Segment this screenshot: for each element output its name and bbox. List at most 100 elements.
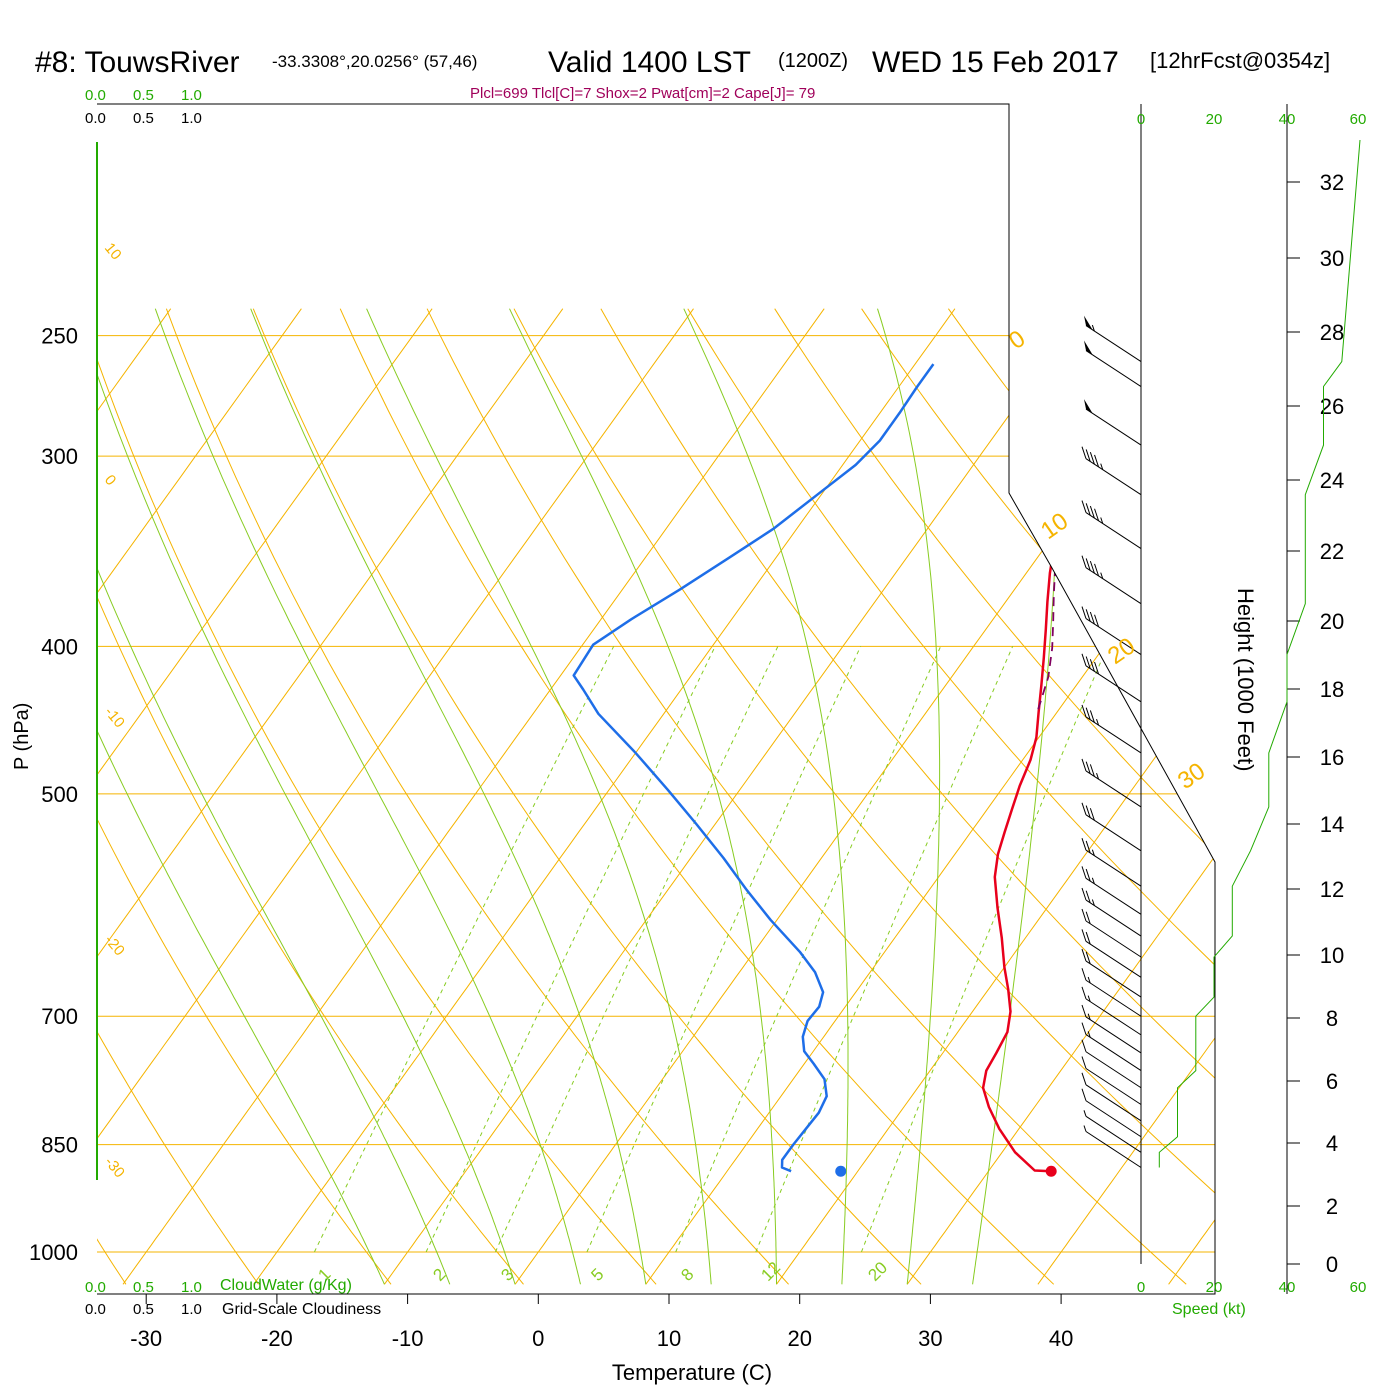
wind-barb-20 (1081, 606, 1142, 655)
x-tick-label-20: 20 (787, 1326, 811, 1351)
barb-feather (1081, 908, 1087, 922)
barb-half-feather (1091, 849, 1095, 856)
moist-adiabat-5 (154, 308, 581, 1285)
speed-tick-top-2: 40 (1279, 111, 1296, 128)
wind-barbs (1081, 315, 1142, 1168)
barb-staff (1085, 1100, 1142, 1138)
wind-barb-6 (1081, 1022, 1142, 1072)
cloudiness-title: Grid-Scale Cloudiness (222, 1301, 381, 1318)
dry-adiabat-300 (252, 308, 922, 1285)
moist-adiabat-25 (683, 308, 849, 1285)
barb-feather (1085, 805, 1091, 818)
height-tick-label-32: 32 (1320, 170, 1344, 195)
mix-label-20: 20 (864, 1258, 891, 1285)
wind-barb-7 (1081, 1004, 1142, 1054)
barb-feather (1081, 887, 1087, 901)
barb-pennant (1084, 399, 1093, 414)
barb-staff (1085, 920, 1142, 958)
wind-barb-12 (1081, 908, 1142, 958)
barb-staff (1085, 1084, 1142, 1122)
x-tick-label-40: 40 (1049, 1326, 1073, 1351)
dry-adiabat-360 (774, 308, 1215, 855)
barb-staff (1085, 899, 1142, 937)
barb-staff (1085, 458, 1142, 496)
barb-half-feather (1091, 877, 1095, 884)
dry-adiabat-250 (97, 1030, 259, 1285)
moist-adiabat--5 (97, 566, 451, 1285)
barb-feather (1094, 563, 1100, 577)
barb-staff (1085, 716, 1142, 754)
x-tick-label-30: 30 (918, 1326, 942, 1351)
speed-tick-bottom-0: 0 (1137, 1279, 1145, 1296)
barb-staff (1085, 567, 1142, 605)
indices-text: Plcl=699 Tlcl[C]=7 Shox=2 Pwat[cm]=2 Cap… (470, 85, 815, 102)
wind-barb-3 (1081, 1072, 1142, 1122)
cloudwater-bottom-0: 0.0 (85, 1279, 106, 1296)
barb-feather (1081, 606, 1087, 619)
isotherm-30 (906, 855, 1215, 1285)
height-tick-label-2: 2 (1326, 1194, 1338, 1219)
moist-adiabat-lines (97, 308, 1060, 1285)
barb-staff (1085, 814, 1142, 852)
moist-adiabat-30 (877, 308, 941, 1285)
barb-staff (1085, 849, 1142, 887)
dry-adiabat-270 (97, 595, 524, 1285)
height-tick-label-12: 12 (1320, 877, 1344, 902)
isotherm-10 (645, 491, 1215, 1285)
dry-label-left-1: 0 (101, 472, 119, 489)
y-tick-label-300: 300 (41, 444, 78, 469)
marker-dewpoint (835, 1165, 847, 1177)
barb-feather (1085, 503, 1091, 516)
barb-half-feather (1087, 1013, 1091, 1020)
wind-barb-23 (1081, 446, 1142, 496)
speed-title: Speed (kt) (1172, 1301, 1246, 1318)
cloudwater-bottom-1: 0.5 (133, 1279, 154, 1296)
x-tick-label-10: 10 (657, 1326, 681, 1351)
isotherm--20 (253, 308, 956, 1285)
dry-adiabat-350 (687, 308, 1215, 966)
wind-barb-9 (1081, 968, 1142, 1017)
x-tick-label--30: -30 (130, 1326, 162, 1351)
dry-adiabat-410 (1208, 308, 1215, 317)
isotherm--90 (0, 309, 40, 1285)
height-tick-label-14: 14 (1320, 812, 1344, 837)
barb-feather (1085, 656, 1091, 669)
barb-feather (1089, 764, 1095, 777)
dry-adiabat-280 (97, 357, 657, 1285)
dry-adiabat-260 (97, 817, 392, 1285)
height-tick-label-6: 6 (1326, 1069, 1338, 1094)
mixing-ratio-2 (425, 646, 716, 1253)
wind-barb-16 (1081, 802, 1142, 852)
isotherm--50 (97, 308, 564, 958)
wind-barb-21 (1081, 555, 1142, 605)
barb-staff (1085, 979, 1142, 1017)
barb-half-feather (1083, 1110, 1087, 1117)
barb-feather (1081, 500, 1087, 513)
barb-half-feather (1100, 517, 1104, 524)
y-axis-title: P (hPa) (11, 703, 33, 770)
barb-feather (1081, 1056, 1087, 1069)
barb-feather (1089, 452, 1095, 465)
mixing-ratio-5 (586, 646, 862, 1253)
wind-barb-8 (1081, 986, 1142, 1036)
barb-feather (1081, 986, 1087, 1000)
wind-barb-5 (1081, 1039, 1142, 1089)
x-tick-label--10: -10 (392, 1326, 424, 1351)
moist-adiabat-15 (366, 308, 712, 1285)
cloudiness-scale-2: 1.0 (181, 110, 202, 127)
speed-tick-top-3: 60 (1350, 111, 1367, 128)
barb-staff (1085, 940, 1142, 978)
y-tick-label-400: 400 (41, 634, 78, 659)
series-dewpoint (572, 363, 935, 1173)
barb-feather (1085, 707, 1091, 720)
barb-staff (1085, 1016, 1142, 1054)
cloudiness-bottom-2: 1.0 (181, 1301, 202, 1318)
barb-feather (1081, 555, 1087, 568)
wind-barb-24 (1084, 399, 1142, 446)
barb-half-feather (1083, 1125, 1087, 1132)
barb-feather (1085, 558, 1091, 571)
barb-staff (1085, 408, 1142, 446)
dry-adiabat-310 (339, 308, 1055, 1285)
